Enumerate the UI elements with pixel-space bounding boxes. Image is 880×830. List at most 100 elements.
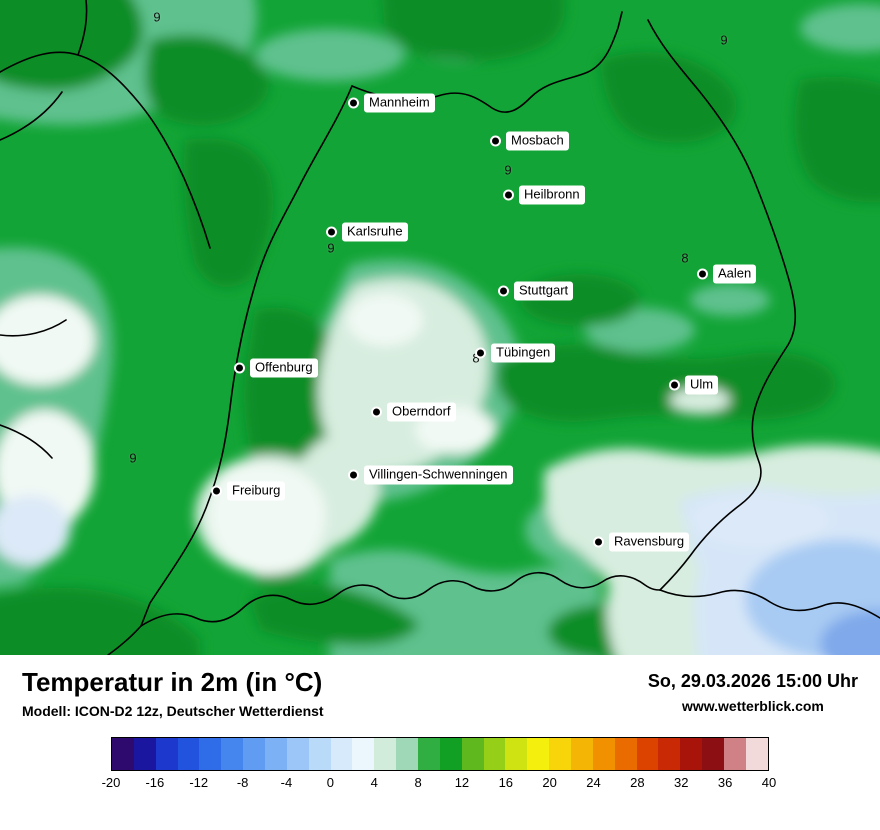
info-right: So, 29.03.2026 15:00 Uhr www.wetterblick…	[648, 667, 858, 714]
legend-color-cell	[308, 738, 331, 770]
legend-color-cell	[374, 738, 397, 770]
legend-color-cell	[592, 738, 615, 770]
city-marker: Ravensburg	[593, 532, 690, 552]
city-marker: Tübingen	[475, 343, 556, 363]
city-marker: Karlsruhe	[326, 222, 408, 242]
temperature-value: 9	[129, 450, 137, 466]
city-dot-icon	[211, 485, 222, 497]
city-dot-icon	[348, 469, 359, 481]
temperature-legend: -20 -16 -12 -8 -4 0 4 8 12 16 20 24 28 32 36 40	[0, 731, 880, 795]
city-label: Freiburg	[227, 481, 286, 501]
city-markers-layer: Mannheim Mosbach Heilbronn Karlsruhe Stuttga…	[211, 93, 757, 552]
legend-color-cell	[636, 738, 659, 770]
legend-color-cell	[483, 738, 506, 770]
city-dot-icon	[475, 347, 486, 359]
legend-color-cell	[133, 738, 156, 770]
city-dot-icon	[697, 268, 708, 280]
legend-tick-label: 0	[326, 775, 334, 790]
legend-tick-label: 24	[586, 775, 601, 790]
city-label: Karlsruhe	[342, 222, 408, 242]
legend-tick-label: 16	[498, 775, 514, 790]
temperature-labels-layer: 9 9 9 9 8 8 9	[129, 9, 728, 466]
terrain-layer	[0, 0, 880, 655]
city-label: Ulm	[685, 375, 719, 395]
city-label: Aalen	[713, 264, 757, 284]
city-dot-icon	[498, 285, 509, 297]
legend-color-cell	[221, 738, 244, 770]
legend-color-cell	[177, 738, 200, 770]
city-dot-icon	[348, 97, 359, 109]
city-label: Villingen-Schwenningen	[364, 465, 513, 485]
legend-tick-label: 40	[761, 775, 777, 790]
legend-tick-label: 8	[414, 775, 422, 790]
city-marker: Ulm	[669, 375, 719, 395]
city-dot-icon	[234, 362, 245, 374]
city-dot-icon	[503, 189, 514, 201]
legend-color-cell	[549, 738, 572, 770]
city-marker: Mannheim	[348, 93, 435, 113]
map-svg	[0, 0, 880, 655]
legend-color-cell	[439, 738, 462, 770]
legend-color-cell	[527, 738, 550, 770]
legend-tick-label: 12	[454, 775, 470, 790]
legend-tick-label: 28	[630, 775, 645, 790]
legend-tick-label: -16	[145, 775, 165, 790]
legend-color-cell	[461, 738, 484, 770]
legend-color-cell	[680, 738, 703, 770]
legend-color-cell	[418, 738, 440, 770]
legend-color-cell	[745, 738, 768, 770]
temperature-value: 9	[504, 162, 512, 178]
legend-color-cell	[265, 738, 287, 770]
legend-tick-label: -8	[236, 775, 249, 790]
city-dot-icon	[326, 226, 337, 238]
legend-color-cell	[614, 738, 637, 770]
city-marker: Mosbach	[490, 131, 569, 151]
city-label: Tübingen	[491, 343, 556, 363]
city-label: Mannheim	[364, 93, 435, 113]
legend-tick-label: 36	[717, 775, 733, 790]
legend-color-cell	[724, 738, 746, 770]
city-dot-icon	[490, 135, 501, 147]
city-dot-icon	[371, 406, 382, 418]
legend-color-cell	[396, 738, 419, 770]
legend-tick-label: 20	[542, 775, 557, 790]
legend-color-cell	[571, 738, 593, 770]
city-label: Ravensburg	[609, 532, 690, 552]
temperature-value: 8	[681, 250, 689, 266]
info-bar: Temperatur in 2m (in °C) Modell: ICON-D2…	[0, 655, 880, 731]
city-label: Stuttgart	[514, 281, 574, 301]
legend-tick-label: -4	[280, 775, 293, 790]
temperature-value: 9	[327, 240, 335, 256]
legend-color-cell	[243, 738, 266, 770]
info-left: Temperatur in 2m (in °C) Modell: ICON-D2…	[22, 667, 324, 719]
city-dot-icon	[669, 379, 680, 391]
city-marker: Heilbronn	[503, 185, 585, 205]
city-marker: Offenburg	[234, 358, 318, 378]
city-label: Heilbronn	[519, 185, 585, 205]
forecast-datetime: So, 29.03.2026 15:00 Uhr	[647, 671, 858, 691]
legend-color-cell	[702, 738, 725, 770]
city-label: Oberndorf	[387, 402, 456, 422]
temperature-value: 9	[720, 32, 728, 48]
city-marker: Freiburg	[211, 481, 286, 501]
model-info: Modell: ICON-D2 12z, Deutscher Wetterdie…	[22, 703, 324, 719]
legend-color-cell	[286, 738, 309, 770]
legend-color-cell	[199, 738, 222, 770]
temperature-value: 9	[153, 9, 161, 25]
legend-tick-label: -20	[101, 775, 121, 790]
city-marker: Stuttgart	[498, 281, 574, 301]
legend-color-bar	[111, 737, 769, 771]
legend-color-cell	[658, 738, 681, 770]
city-marker: Oberndorf	[371, 402, 456, 422]
legend-color-cell	[352, 738, 375, 770]
city-label: Offenburg	[250, 358, 318, 378]
legend-tick-label: 4	[370, 775, 378, 790]
legend-tick-labels: -20 -16 -12 -8 -4 0 4 8 12 16 20 24 28 32 36 40	[102, 775, 777, 795]
legend-color-cell	[155, 738, 178, 770]
website-url: www.wetterblick.com	[682, 698, 824, 714]
page-title: Temperatur in 2m (in °C)	[22, 667, 323, 697]
city-label: Mosbach	[506, 131, 569, 151]
legend-tick-label: -12	[189, 775, 209, 790]
city-marker: Villingen-Schwenningen	[348, 465, 513, 485]
